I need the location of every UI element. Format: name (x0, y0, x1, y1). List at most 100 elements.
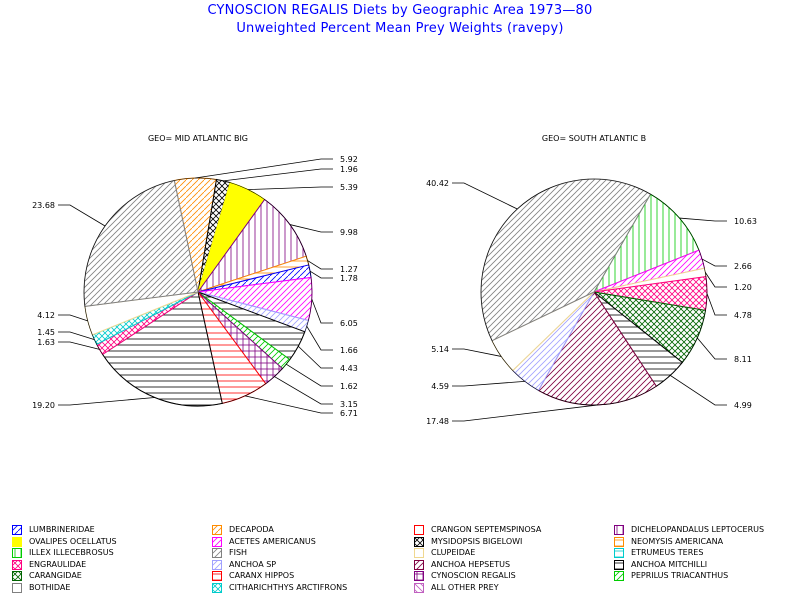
chart-title: CYNOSCION REGALIS Diets by Geographic Ar… (207, 3, 593, 18)
leader-line (223, 168, 333, 182)
leader-line (244, 395, 333, 414)
slice-label: 19.20 (32, 401, 55, 410)
leader-line (195, 158, 333, 179)
slice-label: 1.27 (340, 265, 358, 274)
legend-label: ACETES AMERICANUS (229, 536, 316, 546)
slice-label: 4.12 (37, 311, 55, 320)
pie-title: GEO= SOUTH ATLANTIC B (542, 134, 646, 143)
legend-label: ALL OTHER PREY (431, 583, 499, 592)
legend-label: FISH (229, 548, 248, 558)
pie-outline (83, 177, 313, 407)
legend-label: BOTHIDAE (29, 583, 71, 592)
legend-label: MYSIDOPSIS BIGELOWI (431, 536, 523, 546)
chart-subtitle: Unweighted Percent Mean Prey Weights (ra… (236, 21, 564, 36)
slice-label: 23.68 (32, 201, 55, 210)
slice-label: 4.99 (734, 401, 752, 410)
legend-label: DECAPODA (229, 525, 274, 534)
legend-swatch (212, 525, 222, 535)
legend-swatch (12, 536, 22, 547)
legend-swatch (614, 571, 624, 582)
leader-line (311, 298, 333, 324)
legend-label: ANCHOA HEPSETUS (431, 559, 511, 569)
leader-line (452, 380, 525, 387)
legend-label: CITHARICHTHYS ARCTIFRONS (229, 583, 348, 592)
slice-label: 8.11 (734, 355, 752, 364)
legend-swatch (414, 559, 424, 570)
legend-swatch (12, 525, 22, 535)
leader-line (274, 376, 333, 405)
slice-label: 5.39 (340, 183, 358, 192)
legend-swatch (414, 571, 424, 582)
leader-line (297, 345, 333, 369)
legend-swatch (212, 571, 222, 582)
leader-line (289, 224, 333, 233)
legend-label: NEOMYSIS AMERICANA (631, 536, 724, 546)
slice-label: 4.59 (431, 382, 449, 391)
leader-line (58, 341, 100, 350)
leader-line (696, 337, 727, 360)
leader-line (701, 258, 727, 267)
slice-label: 9.98 (340, 228, 358, 237)
leader-line (452, 404, 598, 422)
leader-line (58, 397, 155, 406)
slice-label: 17.48 (426, 417, 449, 426)
slice-label: 4.43 (340, 364, 358, 373)
slice-label: 3.15 (340, 400, 358, 409)
legend-swatch (212, 583, 222, 593)
leader-line (58, 204, 106, 227)
slice-label: 1.78 (340, 274, 358, 283)
legend-swatch (212, 559, 222, 570)
slice-label: 40.42 (426, 179, 449, 188)
leader-line (309, 270, 333, 279)
legend-label: CRANGON SEPTEMSPINOSA (431, 525, 542, 534)
leader-line (58, 314, 88, 322)
leader-line (706, 293, 727, 316)
slice-label: 5.14 (431, 345, 449, 354)
legend: LUMBRINERIDAE DECAPODA CRANGON SEPTEMSPINO… (0, 524, 800, 600)
legend-label: DICHELOPANDALUS LEPTOCERUS (631, 525, 765, 534)
slice-label: 1.20 (734, 283, 752, 292)
pie-outline (480, 178, 708, 406)
slice-label: 1.62 (340, 382, 358, 391)
leader-line (452, 182, 518, 210)
leader-line (307, 260, 333, 270)
legend-label: ANCHOA MITCHILLI (631, 559, 708, 569)
legend-swatch (12, 559, 22, 570)
leader-line (306, 325, 333, 351)
legend-swatch (12, 548, 22, 559)
legend-swatch (212, 536, 222, 547)
slice-label: 1.63 (37, 338, 55, 347)
slice-label: 6.05 (340, 319, 358, 328)
legend-label: CYNOSCION REGALIS (431, 571, 516, 581)
legend-swatch (614, 559, 624, 570)
legend-swatch (414, 583, 424, 593)
legend-swatch (614, 548, 624, 559)
legend-label: CARANGIDAE (29, 571, 82, 581)
leader-line (452, 348, 502, 357)
slice-label: 2.66 (734, 262, 752, 271)
legend-swatch (414, 525, 424, 535)
legend-swatch (12, 571, 22, 582)
legend-label: ILLEX ILLECEBROSUS (29, 548, 114, 558)
leader-line (670, 375, 727, 406)
slice-label: 6.71 (340, 409, 358, 418)
legend-swatch (414, 548, 424, 559)
legend-label: ETRUMEUS TERES (631, 548, 704, 558)
legend-label: OVALIPES OCELLATUS (29, 536, 117, 546)
slice-label: 1.66 (340, 346, 358, 355)
leader-line (679, 217, 727, 222)
slice-label: 1.45 (37, 328, 55, 337)
pie-title: GEO= MID ATLANTIC BIG (148, 134, 248, 143)
leader-line (58, 331, 95, 341)
legend-swatch (614, 536, 624, 547)
legend-label: LUMBRINERIDAE (29, 525, 95, 534)
leader-line (704, 272, 727, 288)
legend-swatch (12, 583, 22, 593)
slice-label: 4.78 (734, 311, 752, 320)
slice-label: 1.96 (340, 165, 358, 174)
legend-label: ENGRAULIDAE (29, 559, 87, 569)
legend-label: ANCHOA SP (229, 559, 277, 569)
legend-swatch (414, 536, 424, 547)
legend-label: CARANX HIPPOS (229, 571, 295, 581)
